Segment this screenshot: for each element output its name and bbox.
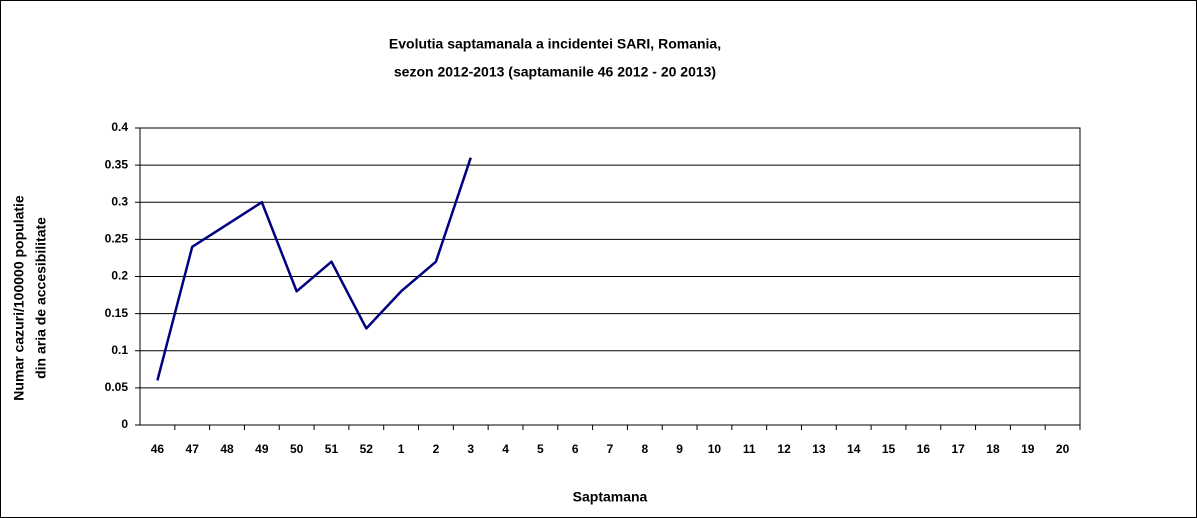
- x-tick-label: 11: [743, 442, 756, 456]
- x-tick-label: 9: [676, 442, 683, 456]
- x-tick-label: 50: [290, 442, 304, 456]
- line-series: [156, 157, 472, 381]
- x-tick-label: 5: [537, 442, 544, 456]
- x-tick-label: 7: [607, 442, 614, 456]
- x-tick-label: 48: [220, 442, 234, 456]
- x-tick-label: 20: [1056, 442, 1070, 456]
- x-tick-label: 3: [467, 442, 474, 456]
- x-tick-label: 1: [398, 442, 405, 456]
- x-tick-label: 47: [186, 442, 200, 456]
- y-tick-label: 0.3: [111, 194, 128, 208]
- x-tick-label: 18: [986, 442, 1000, 456]
- x-tick-label: 13: [812, 442, 826, 456]
- x-tick-label: 51: [325, 442, 339, 456]
- y-tick-label: 0.2: [111, 269, 128, 283]
- x-tick-label: 16: [917, 442, 931, 456]
- x-tick-label: 17: [951, 442, 965, 456]
- x-tick-label: 12: [777, 442, 791, 456]
- x-tick-label: 8: [641, 442, 648, 456]
- x-tick-label: 46: [151, 442, 165, 456]
- x-tick-label: 6: [572, 442, 579, 456]
- x-tick-label: 4: [502, 442, 509, 456]
- chart-title: sezon 2012-2013 (saptamanile 46 2012 - 2…: [394, 64, 716, 80]
- y-axis-label: din aria de accesibilitate: [33, 217, 49, 379]
- x-tick-label: 52: [360, 442, 374, 456]
- y-tick-label: 0.05: [105, 380, 129, 394]
- y-tick-label: 0.35: [105, 157, 129, 171]
- plot-area: [139, 127, 1081, 426]
- y-tick-label: 0.4: [111, 120, 128, 134]
- y-tick-label: 0.15: [105, 306, 129, 320]
- y-axis-label: Numar cazuri/100000 populatie: [11, 195, 27, 401]
- y-tick-label: 0.25: [105, 232, 129, 246]
- x-tick-label: 14: [847, 442, 861, 456]
- x-tick-label: 19: [1021, 442, 1035, 456]
- x-tick-label: 49: [255, 442, 269, 456]
- y-tick-label: 0.1: [111, 343, 128, 357]
- y-tick-label: 0: [121, 417, 128, 431]
- x-tick-label: 2: [433, 442, 440, 456]
- x-tick-label: 15: [882, 442, 896, 456]
- x-tick-label: 10: [708, 442, 722, 456]
- chart-title: Evolutia saptamanala a incidentei SARI, …: [389, 36, 721, 52]
- x-axis-label: Saptamana: [573, 489, 648, 505]
